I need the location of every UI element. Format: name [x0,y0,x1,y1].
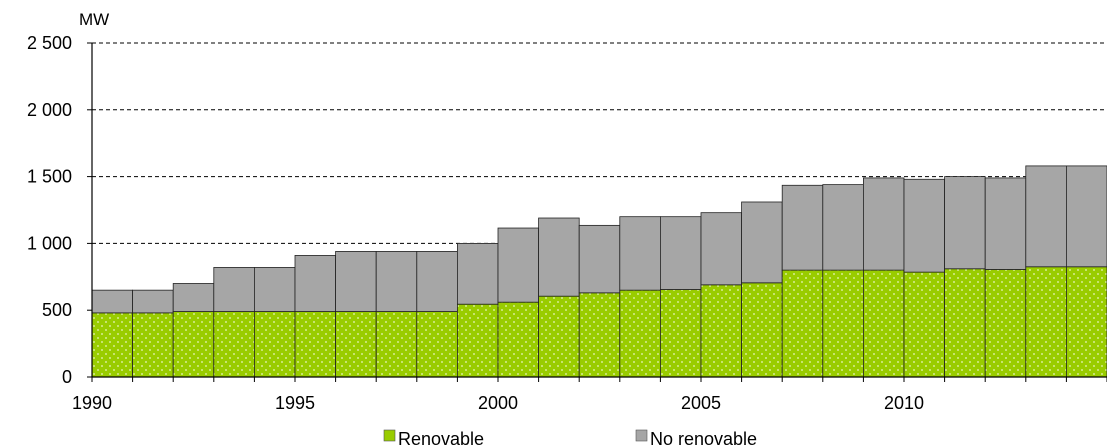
axes [87,42,1107,382]
bar-no-renovable-2007 [781,184,824,271]
bar-renovable-2014 [1066,266,1107,378]
x-tick-label-1995: 1995 [275,393,315,413]
y-tick-label-500: 500 [42,300,72,320]
bar-renovable-2003 [619,289,661,378]
bar-renovable-2009 [863,269,905,378]
bar-no-renovable-2005 [700,212,742,286]
bar-renovable-2012 [984,269,1027,378]
bar-no-renovable-2010 [903,178,945,273]
bar-renovable-1998 [416,311,458,378]
bar-no-renovable-2001 [538,217,580,297]
x-tick-label-2005: 2005 [681,393,721,413]
bar-renovable-2000 [497,301,539,378]
bar-no-renovable-2008 [822,184,864,271]
bar-no-renovable-1998 [416,251,458,312]
y-tick-label-1500: 1 500 [27,167,72,187]
bar-renovable-2011 [944,268,986,378]
bar-no-renovable-1992 [172,283,215,312]
bar-no-renovable-1999 [456,242,499,305]
bar-no-renovable-2004 [660,216,702,290]
bar-renovable-1995 [294,311,336,378]
bar-renovable-2002 [578,292,621,378]
legend-swatch-no-renovable [635,429,648,442]
bar-no-renovable-2013 [1025,165,1067,268]
bar-no-renovable-2003 [619,216,661,291]
x-tick-label-2010: 2010 [884,393,924,413]
bar-renovable-2005 [700,284,742,378]
bar-renovable-2013 [1025,266,1067,378]
bar-no-renovable-1994 [253,267,296,312]
y-tick-label-2500: 2 500 [27,33,72,53]
bar-renovable-2010 [903,271,945,378]
bar-renovable-1994 [253,311,296,378]
bar-no-renovable-2009 [863,177,905,271]
bar-no-renovable-1997 [375,251,418,312]
bar-renovable-1997 [375,311,418,378]
y-axis-unit-label: MW [79,10,109,29]
bar-no-renovable-2002 [578,224,621,294]
legend-swatch-renovable [383,429,396,442]
x-tick-label-2000: 2000 [478,393,518,413]
legend: Renovable No renovable [383,429,757,447]
bar-no-renovable-1990 [91,289,133,314]
bars [91,165,1107,378]
bar-no-renovable-2011 [944,176,986,270]
legend-label-no-renovable: No renovable [650,429,757,447]
bar-no-renovable-2014 [1066,165,1107,268]
y-tick-labels: 0 500 1 000 1 500 2 000 2 500 [27,33,72,387]
bar-renovable-1992 [172,311,215,378]
bar-renovable-1999 [456,303,499,378]
bar-no-renovable-1995 [294,255,336,312]
bar-renovable-2008 [822,269,864,378]
y-tick-label-0: 0 [62,367,72,387]
y-tick-label-2000: 2 000 [27,100,72,120]
y-tick-label-1000: 1 000 [27,233,72,253]
x-tick-label-1990: 1990 [72,393,112,413]
bar-no-renovable-2012 [984,177,1027,270]
bar-renovable-1996 [335,311,377,378]
bar-no-renovable-1993 [213,267,255,312]
bar-renovable-1991 [132,312,174,378]
bar-renovable-1993 [213,311,255,378]
bar-no-renovable-2000 [497,227,539,303]
x-tick-labels: 1990 1995 2000 2005 2010 [72,393,924,413]
legend-label-renovable: Renovable [398,429,484,447]
bar-renovable-2007 [781,269,824,378]
bar-no-renovable-1991 [132,289,174,314]
bar-renovable-2004 [660,289,702,378]
bar-renovable-1990 [91,312,133,378]
bar-no-renovable-2006 [741,201,783,284]
bar-renovable-2001 [538,295,580,378]
bar-renovable-2006 [741,282,783,378]
bar-no-renovable-1996 [335,251,377,312]
